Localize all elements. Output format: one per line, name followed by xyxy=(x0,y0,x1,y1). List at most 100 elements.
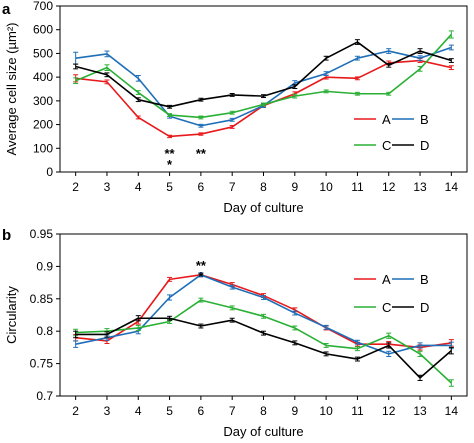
y-tick-label: 0.8 xyxy=(36,324,53,338)
error-bar xyxy=(261,94,266,99)
legend-entry-D: D xyxy=(392,300,429,315)
x-tick-label: 12 xyxy=(382,180,396,194)
x-tick-label: 9 xyxy=(291,404,298,418)
error-bar xyxy=(198,115,204,120)
legend-entry-C: C xyxy=(354,138,391,153)
error-bar xyxy=(73,340,79,348)
error-bar xyxy=(448,58,454,63)
error-bar xyxy=(323,324,329,330)
error-bar xyxy=(417,350,423,357)
x-tick-label: 11 xyxy=(351,404,364,418)
error-bar xyxy=(229,125,235,129)
error-bar xyxy=(167,134,173,139)
x-tick-label: 10 xyxy=(319,180,333,194)
error-bar xyxy=(229,284,235,290)
error-bar xyxy=(229,317,235,323)
error-bar xyxy=(229,93,235,97)
error-bar xyxy=(261,330,266,336)
significance-marker: * xyxy=(167,157,173,172)
x-tick-label: 4 xyxy=(135,404,142,418)
significance-marker: ** xyxy=(165,146,176,161)
y-tick-label: 500 xyxy=(33,46,53,60)
error-bar xyxy=(292,340,298,346)
error-bar xyxy=(292,310,298,316)
legend-label: D xyxy=(420,138,429,153)
x-tick-label: 11 xyxy=(351,180,364,194)
legend-label: B xyxy=(420,112,429,127)
x-tick-label: 12 xyxy=(382,404,396,418)
y-tick-label: 600 xyxy=(33,23,53,37)
error-bar xyxy=(448,379,454,387)
legend-label: A xyxy=(382,272,391,287)
panel-b: b 0.7 0.75 0.8 0.85 0.9 0.95 2 3 4 5 6 7 8 9 10 11 12 13 14… xyxy=(2,227,468,439)
y-axis-title: Circularity xyxy=(4,286,19,344)
error-bar xyxy=(135,74,141,82)
error-bar xyxy=(167,315,173,321)
plot-frame xyxy=(59,5,468,173)
error-bar xyxy=(167,113,173,118)
error-bar xyxy=(167,294,173,301)
series-line xyxy=(75,59,452,138)
error-bar xyxy=(323,351,329,357)
error-bar xyxy=(135,324,141,332)
error-bar xyxy=(73,63,79,70)
error-bar xyxy=(104,64,110,72)
series-C xyxy=(73,297,454,387)
error-bar xyxy=(292,325,298,331)
error-bar xyxy=(135,115,141,120)
error-bar xyxy=(104,50,110,58)
error-bar xyxy=(198,132,204,136)
error-bar xyxy=(323,71,329,76)
error-bar xyxy=(448,30,454,39)
error-bar xyxy=(323,343,329,348)
y-tick-label: 0.9 xyxy=(36,259,53,273)
error-bar xyxy=(354,55,360,61)
error-bar xyxy=(386,48,392,54)
x-tick-label: 6 xyxy=(198,404,205,418)
series-A xyxy=(73,58,454,139)
error-bar xyxy=(354,76,360,81)
x-tick-label: 4 xyxy=(135,180,142,194)
error-bar xyxy=(417,342,423,349)
error-bar xyxy=(386,332,392,339)
y-tick-label: 0 xyxy=(46,165,53,179)
x-tick-label: 7 xyxy=(229,180,236,194)
series-D xyxy=(73,39,454,109)
x-tick-label: 2 xyxy=(72,180,79,194)
x-tick-label: 14 xyxy=(445,404,459,418)
y-tick-label: 0.75 xyxy=(30,357,54,371)
significance-marker: ** xyxy=(196,258,207,273)
error-bar xyxy=(448,44,454,51)
error-bar xyxy=(135,315,141,322)
legend-label: B xyxy=(420,272,429,287)
legend-label: D xyxy=(420,300,429,315)
error-bar xyxy=(198,297,204,303)
x-tick-label: 5 xyxy=(166,404,173,418)
error-bar xyxy=(354,91,360,96)
error-bar xyxy=(198,323,204,329)
series-line xyxy=(75,317,452,379)
y-axis-title: Average cell size (µm²) xyxy=(4,23,19,156)
error-bar xyxy=(104,72,110,78)
x-tick-label: 6 xyxy=(198,180,205,194)
error-bar xyxy=(354,339,360,345)
x-tick-label: 8 xyxy=(260,180,267,194)
error-bar xyxy=(386,342,392,349)
significance-marker: * xyxy=(198,269,204,284)
panel-a: a 0 100 200 300 400 500 600 700 2 3 4 5 6 7 8 9 10 11 12 13 1… xyxy=(2,0,468,215)
legend-entry-B: B xyxy=(392,112,429,127)
x-tick-label: 2 xyxy=(72,404,79,418)
x-tick-label: 5 xyxy=(166,180,173,194)
error-bar xyxy=(417,55,423,62)
error-bar xyxy=(386,62,392,68)
error-bar xyxy=(198,123,204,128)
x-tick-label: 13 xyxy=(413,180,427,194)
error-bar xyxy=(73,330,79,339)
y-tick-label: 100 xyxy=(33,141,53,155)
error-bar xyxy=(198,272,204,278)
panel-letter: a xyxy=(2,1,11,18)
error-bar xyxy=(417,48,423,54)
y-tick-label: 300 xyxy=(33,94,53,108)
x-tick-label: 10 xyxy=(319,404,333,418)
